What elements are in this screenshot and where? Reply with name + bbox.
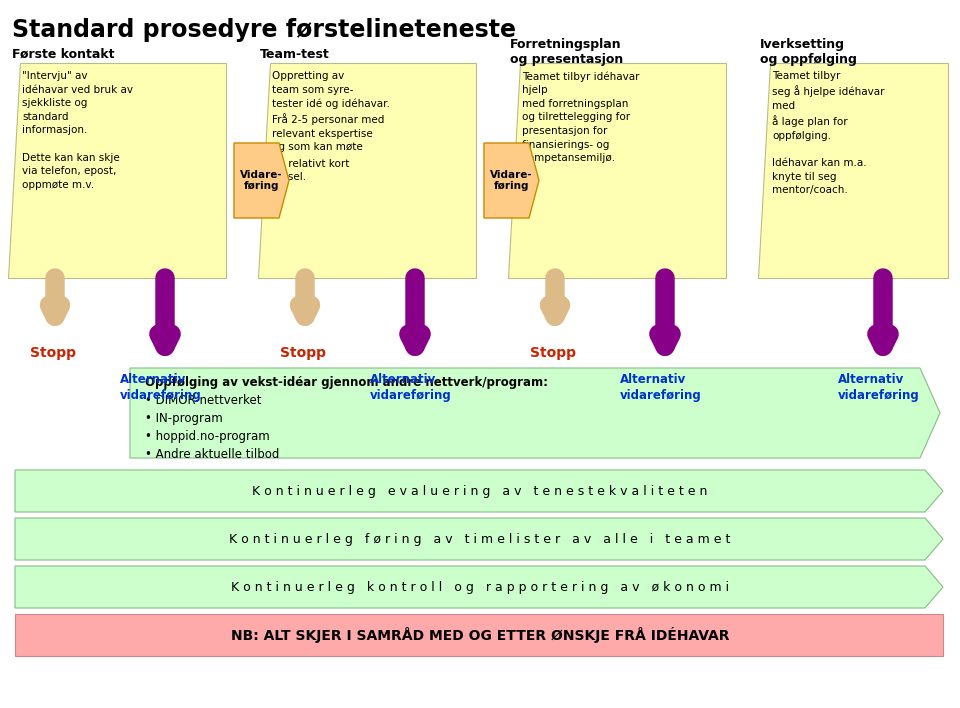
Polygon shape — [234, 143, 289, 218]
Text: Første kontakt: Første kontakt — [12, 48, 114, 61]
Text: Alternativ
vidareføring: Alternativ vidareføring — [838, 373, 920, 402]
Text: Oppretting av
team som syre-
tester idé og idéhavar.
Frå 2-5 personar med
releva: Oppretting av team som syre- tester idé … — [272, 71, 390, 183]
Text: • DIMOR-nettverket
• IN-program
• hoppid.no-program
• Andre aktuelle tilbod: • DIMOR-nettverket • IN-program • hoppid… — [145, 394, 279, 461]
Text: Alternativ
vidareføring: Alternativ vidareføring — [620, 373, 702, 402]
Polygon shape — [484, 143, 539, 218]
Text: Stopp: Stopp — [280, 346, 326, 360]
Text: og presentasjon: og presentasjon — [510, 53, 623, 66]
Text: Forretningsplan: Forretningsplan — [510, 38, 622, 51]
Text: Stopp: Stopp — [530, 346, 576, 360]
Polygon shape — [130, 368, 940, 458]
Text: K o n t i n u e r l e g   f ø r i n g   a v   t i m e l i s t e r   a v   a l l : K o n t i n u e r l e g f ø r i n g a v … — [229, 532, 731, 545]
Polygon shape — [15, 470, 943, 512]
Text: Teamet tilbyr idéhavar
hjelp
med forretningsplan
og tilrettelegging for
presenta: Teamet tilbyr idéhavar hjelp med forretn… — [522, 71, 639, 163]
Text: Alternativ
vidareføring: Alternativ vidareføring — [120, 373, 202, 402]
FancyBboxPatch shape — [15, 614, 943, 656]
Polygon shape — [258, 63, 476, 278]
Text: Vidare-
føring: Vidare- føring — [240, 170, 283, 191]
Text: "Intervju" av
idéhavar ved bruk av
sjekkliste og
standard
informasjon.

Dette ka: "Intervju" av idéhavar ved bruk av sjekk… — [22, 71, 133, 190]
Text: og oppfølging: og oppfølging — [760, 53, 857, 66]
Text: K o n t i n u e r l e g   k o n t r o l l   o g   r a p p o r t e r i n g   a v : K o n t i n u e r l e g k o n t r o l l … — [231, 581, 729, 593]
Text: Iverksetting: Iverksetting — [760, 38, 845, 51]
Text: Teamet tilbyr
seg å hjelpe idéhavar
med
å lage plan for
oppfølging.

Idéhavar ka: Teamet tilbyr seg å hjelpe idéhavar med … — [772, 71, 884, 195]
Text: K o n t i n u e r l e g   e v a l u e r i n g   a v   t e n e s t e k v a l i t : K o n t i n u e r l e g e v a l u e r i … — [252, 484, 708, 498]
Polygon shape — [508, 63, 726, 278]
Text: Oppfølging av vekst-idéar gjennom andre nettverk/program:: Oppfølging av vekst-idéar gjennom andre … — [145, 376, 548, 389]
Polygon shape — [15, 566, 943, 608]
Text: Vidare-
føring: Vidare- føring — [491, 170, 533, 191]
Text: NB: ALT SKJER I SAMRÅD MED OG ETTER ØNSKJE FRÅ IDÉHAVAR: NB: ALT SKJER I SAMRÅD MED OG ETTER ØNSK… — [230, 627, 730, 643]
Text: Standard prosedyre førstelineteneste: Standard prosedyre førstelineteneste — [12, 18, 516, 42]
Text: Stopp: Stopp — [30, 346, 76, 360]
Text: Team-test: Team-test — [260, 48, 329, 61]
Text: Alternativ
vidareføring: Alternativ vidareføring — [370, 373, 452, 402]
Polygon shape — [8, 63, 226, 278]
Polygon shape — [758, 63, 948, 278]
Polygon shape — [15, 518, 943, 560]
